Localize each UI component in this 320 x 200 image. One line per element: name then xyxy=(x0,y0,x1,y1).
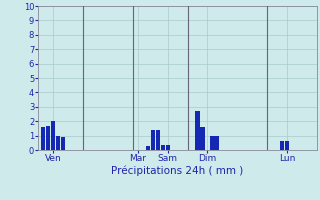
Bar xyxy=(46,126,51,150)
X-axis label: Précipitations 24h ( mm ): Précipitations 24h ( mm ) xyxy=(111,166,244,176)
Bar xyxy=(156,130,160,150)
Bar xyxy=(210,136,214,150)
Bar xyxy=(161,145,165,150)
Bar xyxy=(41,127,45,150)
Bar xyxy=(285,141,289,150)
Bar xyxy=(200,127,204,150)
Bar xyxy=(165,145,170,150)
Bar xyxy=(51,121,55,150)
Bar xyxy=(196,111,200,150)
Bar xyxy=(61,137,65,150)
Bar xyxy=(215,136,220,150)
Bar xyxy=(56,136,60,150)
Bar xyxy=(146,146,150,150)
Bar xyxy=(280,141,284,150)
Bar xyxy=(151,130,155,150)
